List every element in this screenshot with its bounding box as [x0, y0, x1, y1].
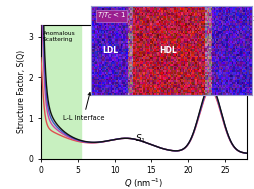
- Text: L-L Interface: L-L Interface: [62, 93, 104, 121]
- Text: —1.04: —1.04: [208, 16, 229, 22]
- Text: $S_2$: $S_2$: [223, 85, 234, 98]
- X-axis label: $Q$ (nm$^{-1}$): $Q$ (nm$^{-1}$): [124, 177, 163, 189]
- Bar: [41, 25, 81, 159]
- Text: $T/T_C$:: $T/T_C$:: [101, 11, 119, 21]
- Text: LDL: LDL: [102, 46, 118, 55]
- Text: Anomalous
Scattering: Anomalous Scattering: [43, 31, 75, 42]
- Text: —1.06: —1.06: [180, 16, 201, 22]
- Text: $S_1$: $S_1$: [134, 133, 146, 145]
- Text: —1.02: —1.02: [235, 16, 254, 22]
- Text: —1.09: —1.09: [152, 16, 173, 22]
- Y-axis label: Structure Factor, S(Q): Structure Factor, S(Q): [17, 50, 25, 133]
- Text: HDL: HDL: [159, 46, 177, 55]
- Text: $T/T_C<1$: $T/T_C<1$: [97, 11, 125, 21]
